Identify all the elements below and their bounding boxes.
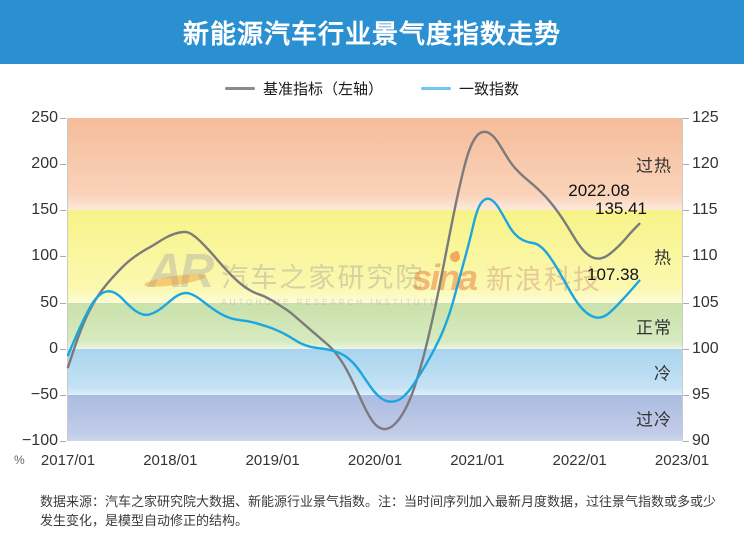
legend: 基准指标（左轴） 一致指数 [0,76,744,100]
right-axis-tick-label: 125 [692,109,719,126]
left-axis-tick-label: 150 [31,201,58,219]
series-lines [66,130,641,431]
title-bar: 新能源汽车行业景气度指数走势 [0,0,744,64]
right-axis-tick-label: 110 [692,247,718,265]
autohome-watermark: AR 汽车之家研究院 AUTOHOME RESEARCH INSTITUTE [143,245,439,307]
left-axis-tick [60,441,66,442]
series-line-0 [66,130,641,431]
x-axis-tick-label: 2021/01 [450,452,505,469]
plot-area: AR 汽车之家研究院 AUTOHOME RESEARCH INSTITUTE s… [66,118,682,441]
band-label-正常: 正常 [636,318,672,338]
band-label-冷: 冷 [654,364,672,384]
x-axis-tick-label: 2018/01 [143,452,198,469]
right-axis-tick-label: 105 [692,293,719,311]
legend-swatch [421,86,451,90]
left-axis-tick-label: 50 [40,293,58,311]
x-axis-tick-label: 2017/01 [40,452,96,469]
legend-label: 一致指数 [459,80,520,98]
left-axis-tick [60,118,66,119]
right-axis-tick-label: 115 [692,201,718,219]
x-axis-tick-label: 2022/01 [552,452,607,469]
chart-title: 新能源汽车行业景气度指数走势 [182,18,561,49]
left-axis-tick [60,164,66,166]
right-axis-tick [683,210,689,212]
right-axis-tick-label: 120 [692,155,719,173]
left-axis-tick [60,302,66,304]
right-axis-tick [683,256,689,258]
right-axis-tick [683,164,689,166]
left-axis-tick-label: 100 [31,247,58,265]
band-过热: 过热 [68,118,682,211]
right-axis-tick-label: 90 [692,432,710,449]
left-axis-tick [60,348,66,350]
band-冷: 冷 [68,348,682,395]
sina-logo-watermark: sina [412,250,478,296]
right-axis-tick [683,441,689,442]
band-热: 热 [68,210,682,303]
right-axis-line [682,118,683,441]
band-正常: 正常 [68,302,682,349]
right-axis-tick [683,348,689,350]
right-axis-tick [683,118,689,119]
footnote: 数据来源：汽车之家研究院大数据、新能源行业景气指数。注：当时间序列加入最新月度数… [40,494,717,528]
left-axis-tick [60,256,66,258]
left-axis-tick-label: −50 [30,385,58,403]
band-过冷: 过冷 [68,394,682,441]
left-axis-tick [60,394,66,396]
annotation-date: 2022.08 [568,181,630,200]
left-axis-tick-label: 250 [31,109,58,126]
right-axis-tick [683,302,689,304]
legend-item-1: 一致指数 [421,78,519,99]
autohome-logo-watermark: AR [148,245,214,298]
series-line-1 [66,197,641,403]
left-axis-tick [60,210,66,212]
right-axis-tick-label: 95 [692,385,710,403]
x-axis-tick-label: 2023/01 [654,452,710,469]
x-axis-tick-label: 2020/01 [347,452,403,469]
axis-unit-label: % [14,453,25,467]
band-label-热: 热 [654,248,672,268]
sina-watermark-cn: 新浪科技 [486,265,603,295]
legend-label: 基准指标（左轴） [262,80,383,98]
autohome-watermark-cn: 汽车之家研究院 [221,263,425,293]
legend-item-0: 基准指标（左轴） [224,78,383,99]
band-label-过冷: 过冷 [636,410,672,430]
sina-watermark: sina 新浪科技 [412,250,603,297]
legend-swatch [224,86,255,90]
x-axis-tick-label: 2019/01 [245,452,300,469]
right-axis-tick [683,394,689,396]
left-axis-tick-label: −100 [21,432,58,449]
left-axis-line [67,118,68,441]
autohome-watermark-en: AUTOHOME RESEARCH INSTITUTE [221,298,439,307]
band-label-过热: 过热 [636,156,672,176]
left-axis-tick-label: 200 [31,155,58,173]
annotation-benchmark-value: 135.41 [595,199,647,218]
left-axis-tick-label: 0 [49,339,58,357]
right-axis-tick-label: 100 [692,339,719,357]
annotation-coincident-value: 107.38 [587,265,639,284]
